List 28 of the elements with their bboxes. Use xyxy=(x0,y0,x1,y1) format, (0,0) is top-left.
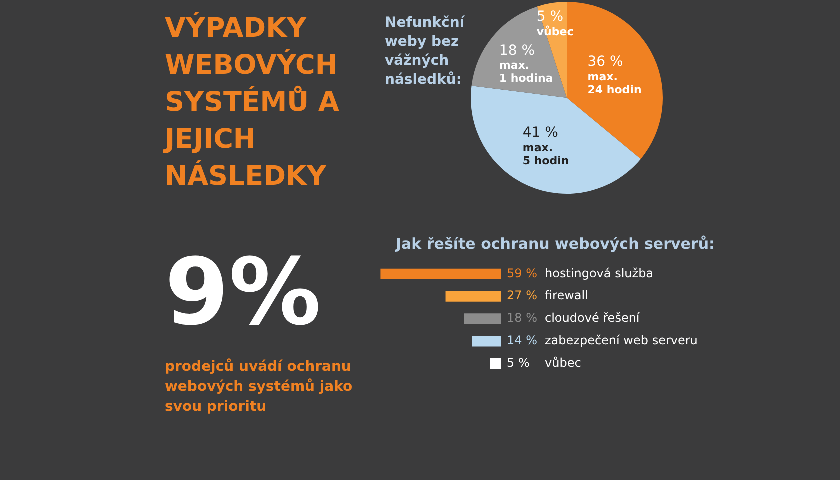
bar xyxy=(472,336,501,347)
y-tick-label: cloudové řešení xyxy=(545,311,640,326)
bar xyxy=(490,358,501,370)
data-label: 5 % xyxy=(507,356,530,370)
text: 9% xyxy=(165,239,322,346)
text: Jak řešíte ochranu webových serverů: xyxy=(396,235,715,253)
slice-label: max. 5 hodin xyxy=(522,141,570,168)
data-label: 36 % xyxy=(588,54,624,70)
bar xyxy=(380,268,501,280)
text: VÝPADKY WEBOVÝCH SYSTÉMŮ A JEJICH NÁSLEDKY xyxy=(165,11,340,194)
bar xyxy=(464,314,501,324)
data-label: 14 % xyxy=(507,334,538,348)
data-label: 41 % xyxy=(522,125,558,142)
text: Nefunkční weby bez vážných následků: xyxy=(385,14,466,90)
data-label: 5 % xyxy=(536,9,564,26)
data-label: 18 % xyxy=(499,42,536,59)
y-tick-label: firewall xyxy=(545,288,588,303)
y-tick-label: vůbec xyxy=(545,356,582,370)
data-label: 18 % xyxy=(507,311,538,326)
slice-label: vůbec xyxy=(536,25,574,38)
slice-label: max. 24 hodin xyxy=(588,70,642,96)
data-label: 59 % xyxy=(507,266,538,280)
bar xyxy=(446,291,501,302)
data-label: 27 % xyxy=(507,288,538,303)
y-tick-label: zabezpečení web serveru xyxy=(545,334,698,348)
slice-label: max. 1 hodina xyxy=(499,59,554,86)
text: prodejců uvádí ochranu webových systémů jako svou prioritu xyxy=(165,358,354,417)
y-tick-label: hostingová služba xyxy=(545,266,654,280)
